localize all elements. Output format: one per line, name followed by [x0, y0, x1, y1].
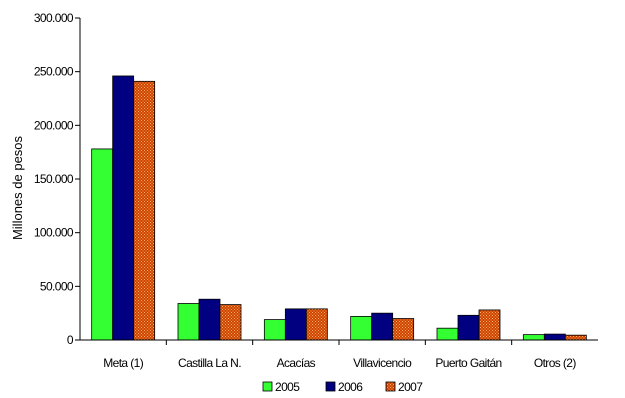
legend-swatch-2007 — [385, 381, 396, 392]
y-tick-label: 50.000 — [40, 279, 74, 293]
bar-2005-1 — [177, 303, 200, 341]
y-tick-label: 150.000 — [34, 172, 74, 186]
bar-2007-5 — [564, 334, 587, 341]
y-tick-label: 200.000 — [34, 118, 74, 132]
bar-2006-2 — [284, 308, 307, 341]
x-tick-label: Castilla La N. — [178, 356, 241, 370]
x-tick-label: Meta (1) — [103, 356, 143, 370]
y-tick-label: 0 — [67, 333, 74, 347]
bar-2006-0 — [112, 75, 135, 341]
legend-swatch-2005 — [262, 381, 273, 392]
legend-label-2007: 2007 — [398, 380, 423, 394]
bar-2005-2 — [263, 319, 286, 341]
y-tick-label: 250.000 — [34, 65, 74, 79]
bar-2005-4 — [436, 327, 459, 341]
legend-label-2006: 2006 — [338, 380, 363, 394]
x-tick-label: Otros (2) — [534, 356, 577, 370]
bar-2007-0 — [133, 80, 156, 341]
x-tick-label: Villavicencio — [353, 356, 412, 370]
bar-2006-4 — [457, 314, 480, 341]
y-tick-label: 300.000 — [34, 11, 74, 25]
bar-2006-3 — [371, 312, 394, 341]
bar-2007-2 — [305, 308, 328, 341]
bar-2005-5 — [522, 334, 545, 341]
bar-2007-4 — [478, 309, 501, 341]
y-axis-ticks: 0 50.000 100.000 150.000 200.000 250.000 300.0… — [34, 11, 80, 347]
bar-2006-5 — [543, 333, 566, 341]
x-axis-labels: Meta (1) Castilla La N. Acacías Villavicenc… — [103, 340, 577, 370]
legend-label-2005: 2005 — [275, 380, 300, 394]
y-axis-title: Millones de pesos — [10, 135, 25, 240]
bar-2005-3 — [350, 315, 373, 341]
x-tick-label: Acacías — [277, 356, 316, 370]
y-tick-label: 100.000 — [34, 226, 74, 240]
x-tick-label: Puerto Gaitán — [435, 356, 501, 370]
legend-swatch-2006 — [325, 381, 336, 392]
bar-2005-0 — [91, 148, 114, 341]
legend: 2005 2006 2007 — [262, 380, 424, 394]
bar-2007-1 — [219, 304, 242, 341]
bars — [91, 75, 587, 341]
bar-2007-3 — [392, 318, 415, 341]
bar-2006-1 — [198, 298, 221, 341]
